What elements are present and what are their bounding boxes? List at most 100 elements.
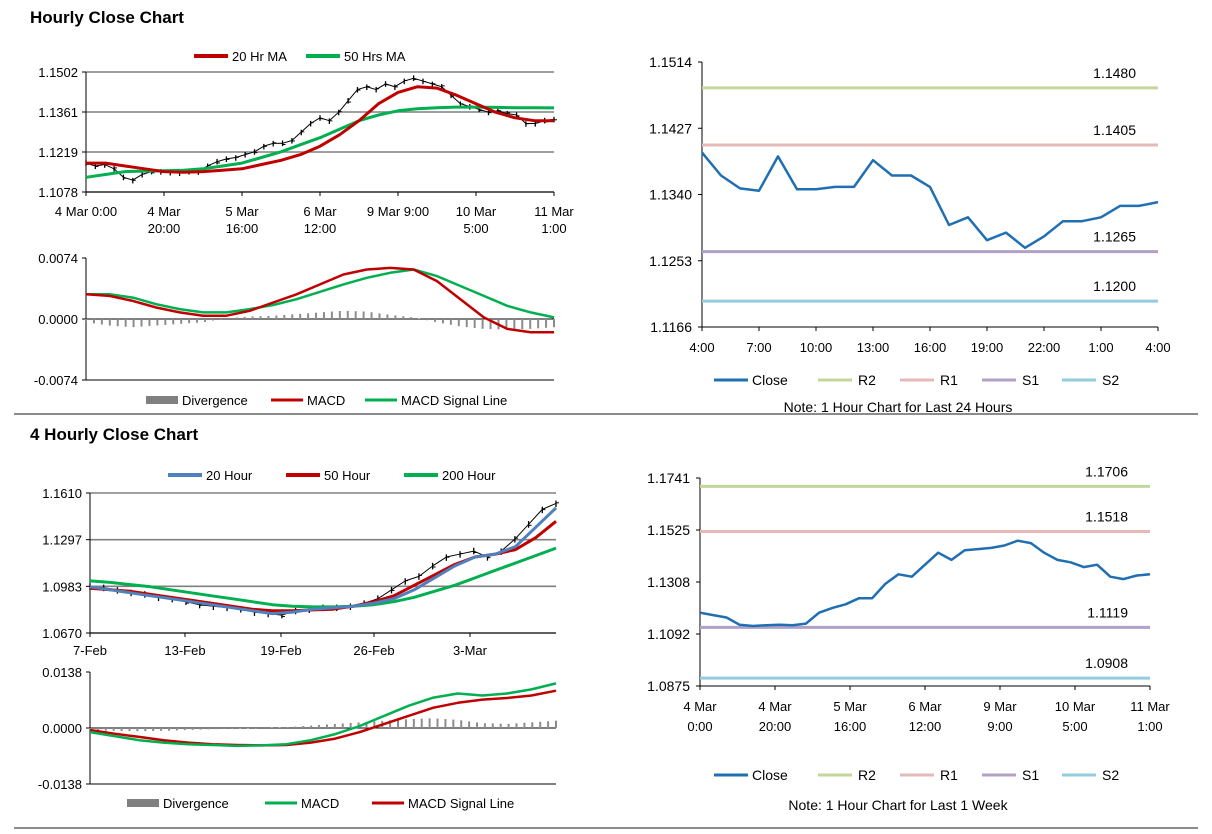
four-hourly-close-level-s2-label: 1.0908 <box>1085 655 1128 671</box>
four-hourly-close-xtick-label: 16:00 <box>834 719 867 734</box>
hourly-macd-div-legend-swatch <box>146 396 178 404</box>
four-hourly-close-ytick-label: 1.1092 <box>647 626 690 642</box>
four-hourly-price-xtick-label: 26-Feb <box>353 643 394 658</box>
hourly-close-legend-label: R1 <box>940 372 958 388</box>
hourly-close-ytick-label: 1.1340 <box>649 187 692 203</box>
four-hourly-price-price-link <box>446 553 461 558</box>
four-hourly-close-xtick-label: 5 Mar <box>833 699 867 714</box>
four-hourly-price-ytick-label: 1.1297 <box>42 533 82 548</box>
four-hourly-close-level-r2-label: 1.1706 <box>1085 463 1128 479</box>
hourly-price-xtick-label: 4 Mar <box>147 204 181 219</box>
four-hourly-price-ytick-label: 1.0670 <box>42 626 82 641</box>
hourly-price-xtick-label: 5 Mar <box>225 204 259 219</box>
four-hourly-close-note: Note: 1 Hour Chart for Last 1 Week <box>788 797 1008 813</box>
four-hourly-close-xtick-label: 10 Mar <box>1055 699 1096 714</box>
hourly-close-legend-label: Close <box>752 372 788 388</box>
hourly-price-ytick-label: 1.1219 <box>38 145 78 160</box>
hourly-price-price-link <box>291 131 302 141</box>
hourly-close-legend-label: S1 <box>1022 372 1039 388</box>
four-hourly-close-xtick-label: 4 Mar <box>758 699 792 714</box>
hourly-price-price-link <box>497 110 508 115</box>
hourly-price-price-link <box>422 80 433 85</box>
hourly-close-ytick-label: 1.1166 <box>650 319 692 335</box>
four-hourly-close-xtick-label: 5:00 <box>1062 719 1087 734</box>
four-hourly-close-xtick-label: 9:00 <box>987 719 1012 734</box>
hourly-price-price-link <box>254 145 265 153</box>
hourly-close-xtick-label: 1:00 <box>1088 340 1113 355</box>
four-hourly-price-ma50-legend-label: 50 Hour <box>324 468 371 483</box>
hourly-close-xtick-label: 10:00 <box>800 340 833 355</box>
hourly-price-price-link <box>226 156 236 160</box>
four-hourly-close-level-r1-label: 1.1518 <box>1085 509 1128 525</box>
four-hourly-close-close-line <box>699 539 1151 628</box>
hourly-section-title: Hourly Close Chart <box>30 8 184 27</box>
four-hourly-close-xtick-label: 1:00 <box>1137 719 1162 734</box>
hourly-price-price-link <box>338 100 349 113</box>
hourly-price-price-link <box>375 83 386 90</box>
hourly-price-price-link <box>244 151 255 156</box>
hourly-price-price-link <box>432 83 442 88</box>
four-hourly-macd-ytick-label: -0.0138 <box>38 777 82 792</box>
hourly-price-price-link <box>357 86 367 91</box>
four-hourly-macd-ytick-label: 0.0138 <box>42 665 82 680</box>
four-hourly-close-ytick-label: 1.1525 <box>647 522 690 538</box>
hourly-close-xtick-label: 4:00 <box>1145 340 1170 355</box>
four-hourly-price-ytick-label: 1.0983 <box>42 579 82 594</box>
hourly-close-close-line <box>701 151 1159 250</box>
hourly-price-price-link <box>104 164 115 170</box>
hourly-price-price-link <box>385 83 396 88</box>
hourly-close-note: Note: 1 Hour Chart for Last 24 Hours <box>784 399 1013 415</box>
hourly-close-legend-label: R2 <box>858 372 876 388</box>
four-hourly-close-xtick-label: 11 Mar <box>1130 699 1170 714</box>
hourly-price-price-link <box>123 176 133 181</box>
four-hourly-price-ma20-legend-label: 20 Hour <box>206 468 253 483</box>
hourly-price-price-link <box>282 140 293 144</box>
four-hourly-close-xtick-label: 20:00 <box>759 719 792 734</box>
hourly-price-ma20-legend-label: 20 Hr MA <box>232 49 287 64</box>
hourly-macd-signal-line <box>86 268 555 319</box>
hourly-price-xtick-label: 1:00 <box>541 221 566 236</box>
hourly-price-price-link <box>132 174 143 181</box>
hourly-close-xtick-label: 13:00 <box>857 340 890 355</box>
hourly-macd-ytick-label: 0.0074 <box>38 251 78 266</box>
four-hourly-close-ytick-label: 1.0875 <box>647 678 690 694</box>
hourly-price-price-link <box>478 108 489 113</box>
four-hourly-price-price-link <box>459 550 474 555</box>
hourly-close-legend-label: S2 <box>1102 372 1119 388</box>
hourly-price-price-link <box>319 117 330 122</box>
hourly-close-xtick-label: 4:00 <box>689 340 714 355</box>
hourly-price-price-link <box>450 94 461 105</box>
hourly-price-price-link <box>507 113 517 116</box>
four-hourly-close-ytick-label: 1.1308 <box>647 574 690 590</box>
hourly-price-xtick-label: 9 Mar 9:00 <box>367 204 429 219</box>
four-hourly-price-ma200-legend-label: 200 Hour <box>442 468 496 483</box>
four-hourly-close-xtick-label: 4 Mar <box>683 699 717 714</box>
hourly-price-price-link <box>95 164 105 167</box>
hourly-price-price-link <box>235 154 246 158</box>
section-divider <box>14 413 1198 415</box>
hourly-macd-line <box>85 266 554 334</box>
four-hourly-price-price-link <box>418 565 433 577</box>
four-hourly-price-xtick-label: 7-Feb <box>73 643 107 658</box>
hourly-price-price-link <box>300 123 311 133</box>
four-hourly-price-xtick-label: 3-Mar <box>453 643 488 658</box>
hourly-price-xtick-label: 16:00 <box>226 221 259 236</box>
four-hourly-macd-div-legend-swatch <box>127 799 159 807</box>
hourly-price-xtick-label: 5:00 <box>463 221 488 236</box>
hourly-price-ytick-label: 1.1078 <box>38 185 78 200</box>
hourly-price-xtick-label: 10 Mar <box>456 204 497 219</box>
hourly-price-price-link <box>404 77 414 82</box>
four-hourly-close-ytick-label: 1.1741 <box>647 470 690 486</box>
hourly-macd-macd-legend-label: MACD <box>307 393 345 408</box>
four-hourly-close-legend-label: R1 <box>940 767 958 783</box>
hourly-macd-ytick-label: -0.0074 <box>34 373 78 388</box>
four-hourly-macd-macd-legend-label: MACD <box>301 796 339 811</box>
hourly-macd-div-legend-label: Divergence <box>182 393 248 408</box>
four-hourly-close-legend-label: R2 <box>858 767 876 783</box>
hourly-price-ytick-label: 1.1361 <box>38 105 78 120</box>
four-hourly-price-price-link <box>391 580 406 591</box>
hourly-ma20-line <box>86 85 554 174</box>
hourly-close-ytick-label: 1.1514 <box>649 54 692 70</box>
hourly-close-level-s2-label: 1.1200 <box>1093 278 1136 294</box>
